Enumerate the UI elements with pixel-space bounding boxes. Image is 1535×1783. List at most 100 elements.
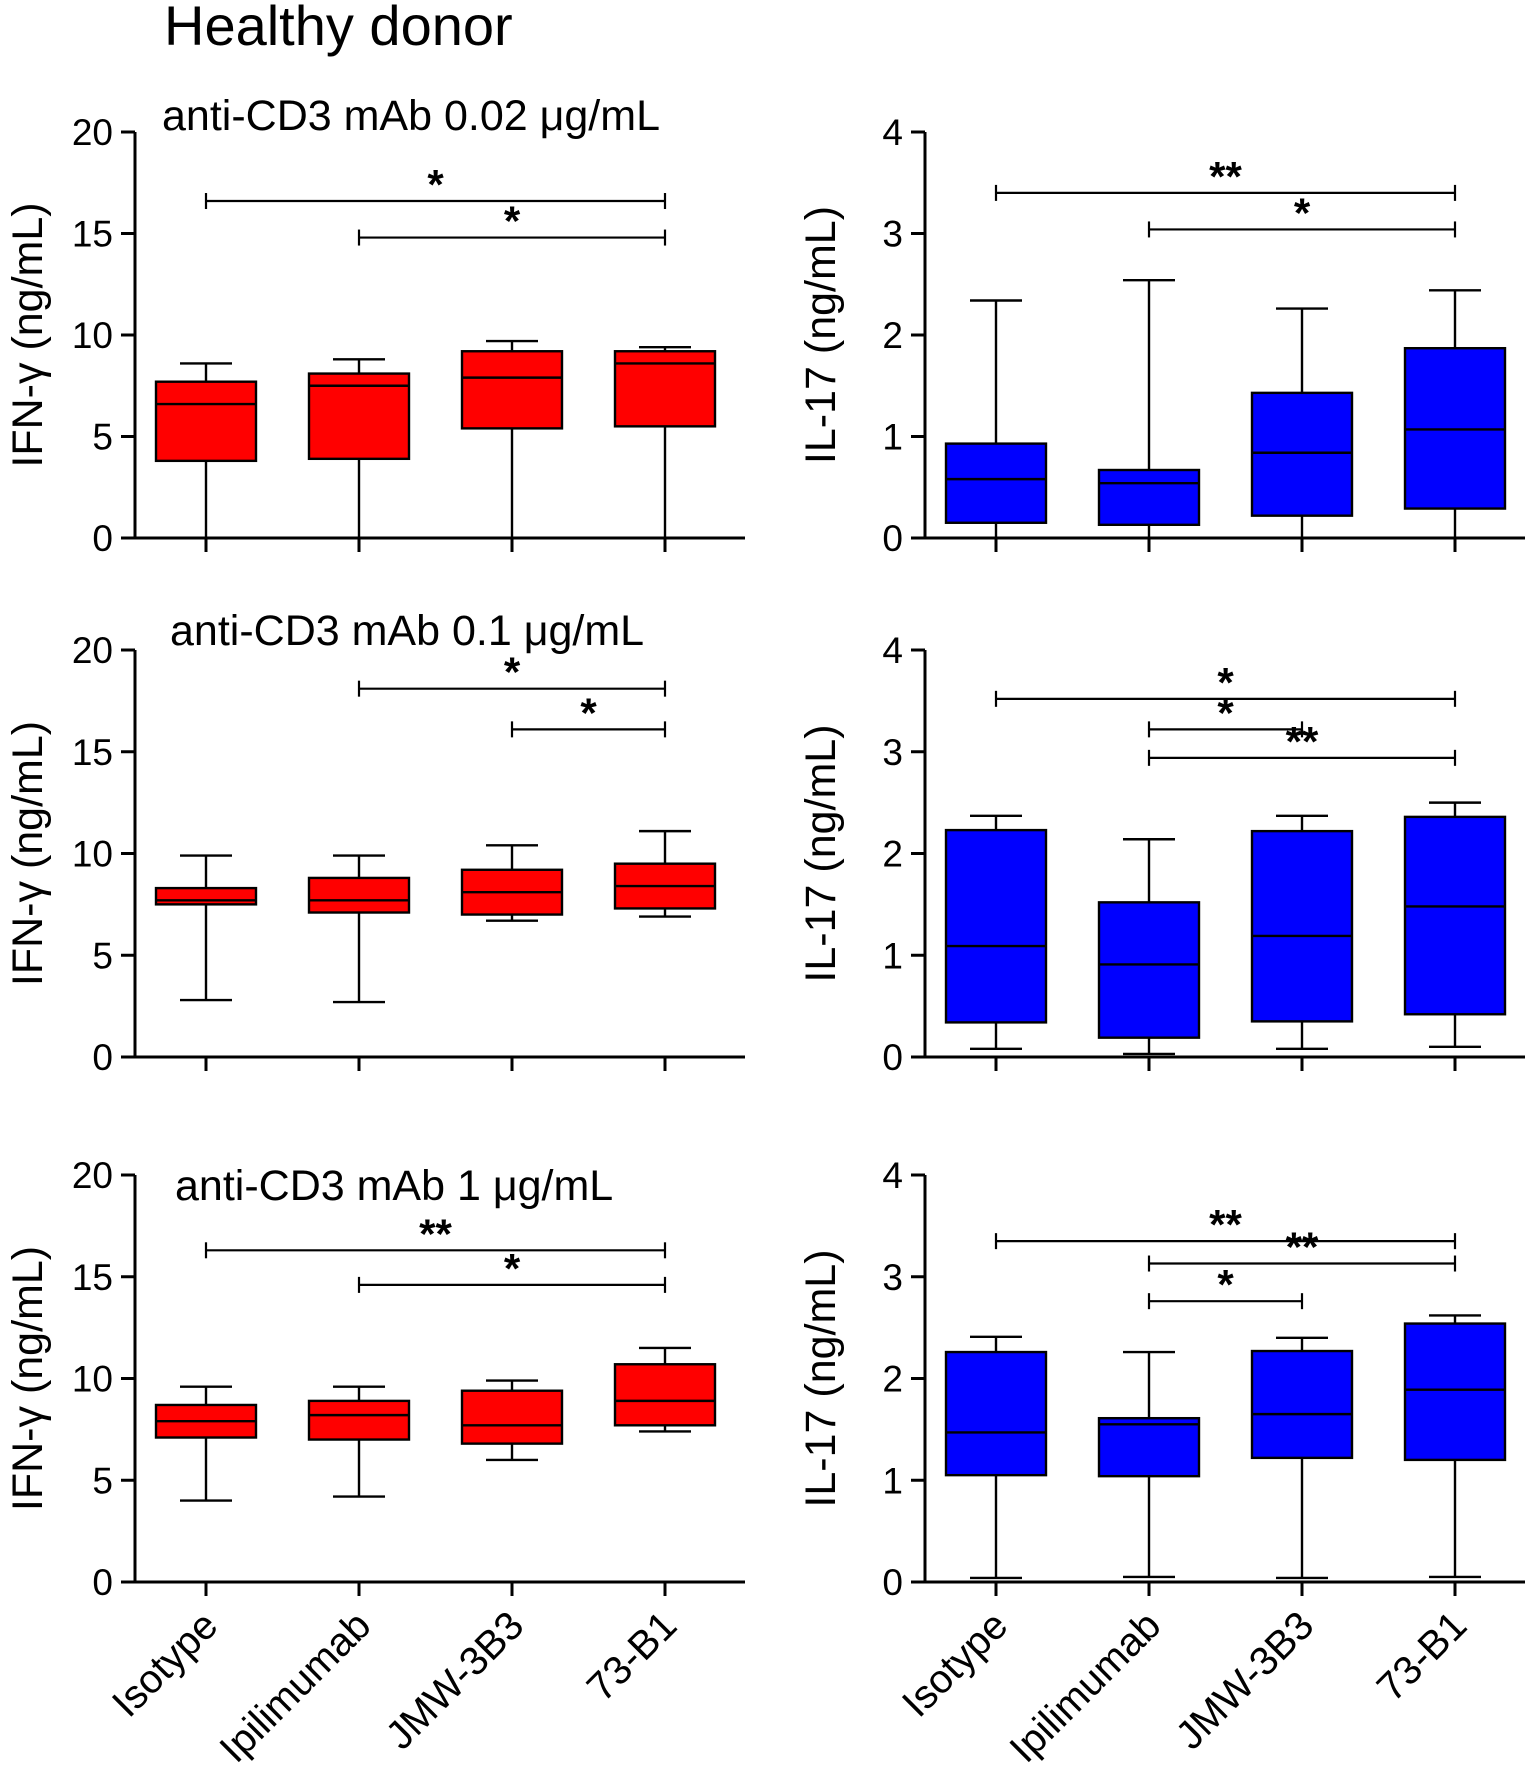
box-73-b1 [1403,801,1507,1049]
box-jmw-3b3 [460,1379,564,1462]
significance-bracket: ** [994,1201,1457,1250]
y-tick-label: 3 [882,1257,903,1298]
x-tick-label: JMW-3B3 [1168,1603,1323,1758]
iqr-box [613,1363,717,1427]
y-tick-label: 5 [92,1460,113,1501]
iqr-box [307,876,411,914]
significance-label: ** [1286,718,1319,765]
y-tick-label: 2 [882,315,903,356]
iqr-box [154,380,258,463]
y-tick-label: 4 [882,112,903,153]
x-tick-label: Isotype [894,1603,1016,1725]
x-tick-label: JMW-3B3 [378,1603,533,1758]
significance-bracket: ** [994,153,1457,201]
iqr-box [460,1389,564,1445]
box-ipilimumab [307,854,411,1004]
figure-title: Healthy donor [164,0,513,57]
box-jmw-3b3 [460,844,564,922]
iqr-box [1097,468,1201,527]
significance-label: * [1217,689,1234,736]
significance-label: * [504,649,521,696]
panel-title: anti-CD3 mAb 1 μg/mL [175,1162,613,1210]
chart-panel-5: 0 5 10 15 20 IFN-γ (ng/mL) anti-CD3 mAb 1 μg/m… [4,1155,745,1771]
y-tick-label: 10 [72,315,113,356]
significance-label: * [1294,189,1311,236]
iqr-box [1250,1349,1354,1460]
iqr-box [944,1350,1048,1477]
iqr-box [1097,1416,1201,1478]
iqr-box [307,372,411,461]
y-tick-label: 15 [72,214,113,255]
iqr-box [944,828,1048,1024]
iqr-box [154,886,258,906]
significance-bracket: * [1147,1261,1304,1310]
y-tick-label: 0 [882,1037,903,1078]
iqr-box [307,1399,411,1441]
significance-bracket: * [1147,689,1304,738]
y-tick-label: 20 [72,630,113,671]
y-axis-label: IL-17 (ng/mL) [797,724,845,982]
x-tick-label: 73-B1 [1369,1603,1476,1710]
significance-label: * [504,198,521,245]
y-tick-label: 3 [882,732,903,773]
significance-bracket: * [994,659,1457,707]
box-jmw-3b3 [460,339,564,538]
y-tick-label: 1 [882,417,903,458]
box-73-b1 [613,829,717,918]
x-tick-label: Isotype [104,1603,226,1725]
significance-bracket: * [357,198,667,246]
y-tick-label: 3 [882,214,903,255]
box-73-b1 [613,345,717,538]
y-axis-label: IL-17 (ng/mL) [797,206,845,464]
box-isotype [944,1335,1048,1580]
x-tick-label: 73-B1 [579,1603,686,1710]
box-73-b1 [613,1346,717,1433]
y-tick-label: 10 [72,1359,113,1400]
significance-bracket: * [510,689,667,738]
y-tick-label: 1 [882,1460,903,1501]
significance-label: ** [1209,153,1242,200]
y-axis-label: IFN-γ (ng/mL) [4,202,52,467]
box-jmw-3b3 [1250,307,1354,538]
y-tick-label: 4 [882,1155,903,1196]
y-tick-label: 10 [72,834,113,875]
box-ipilimumab [307,1385,411,1498]
significance-bracket: * [357,1245,667,1293]
box-isotype [154,854,258,1002]
y-tick-label: 15 [72,1257,113,1298]
chart-panel-1: 0 5 10 15 20 IFN-γ (ng/mL) anti-CD3 mAb 0.02 μ… [4,92,745,559]
significance-label: ** [1286,1224,1319,1271]
box-ipilimumab [1097,1350,1201,1579]
significance-label: * [1217,1261,1234,1308]
significance-bracket: ** [1147,1224,1457,1272]
y-tick-label: 2 [882,1359,903,1400]
panel-title: anti-CD3 mAb 0.1 μg/mL [170,607,644,655]
box-ipilimumab [307,358,411,538]
significance-bracket: * [204,161,667,210]
y-axis-label: IL-17 (ng/mL) [797,1249,845,1507]
box-ipilimumab [1097,838,1201,1056]
y-tick-label: 0 [92,1037,113,1078]
iqr-box [1403,1322,1507,1462]
y-tick-label: 5 [92,935,113,976]
y-tick-label: 0 [882,1562,903,1603]
y-tick-label: 0 [92,1562,113,1603]
iqr-box [944,442,1048,524]
iqr-box [1250,829,1354,1023]
significance-label: * [580,689,597,736]
x-tick-label: Ipilimumab [1001,1603,1169,1771]
iqr-box [1097,901,1201,1039]
box-73-b1 [1403,1314,1507,1579]
y-tick-label: 20 [72,112,113,153]
y-tick-label: 2 [882,834,903,875]
significance-bracket: ** [204,1210,667,1259]
box-isotype [944,814,1048,1051]
y-tick-label: 20 [72,1155,113,1196]
y-axis-label: IFN-γ (ng/mL) [4,1246,52,1511]
y-tick-label: 0 [882,518,903,559]
